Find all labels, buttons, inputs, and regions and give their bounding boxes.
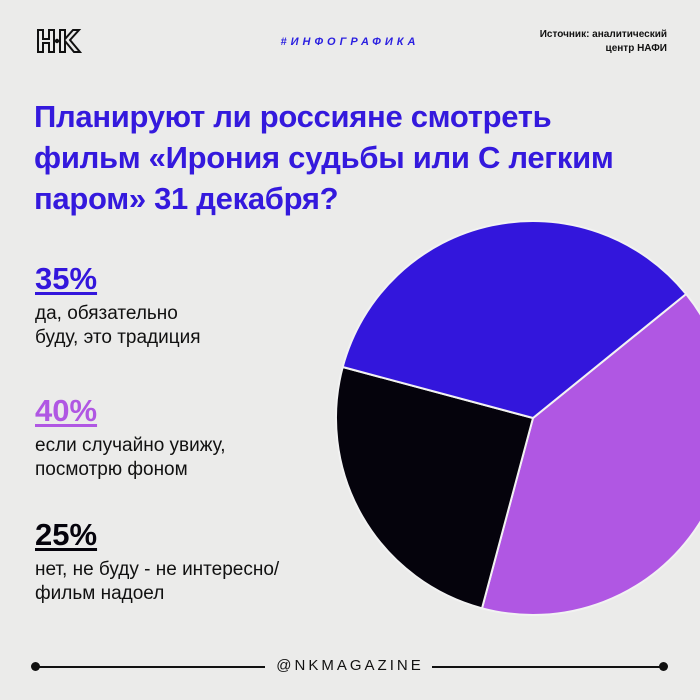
legend-label: если случайно увижу, посмотрю фоном (35, 435, 226, 480)
footer-handle: @NKMAGAZINE (276, 657, 424, 674)
legend-label: да, обязательно буду, это традиция (35, 303, 201, 348)
page-title: Планируют ли россияне смотреть фильм «Ир… (34, 99, 614, 216)
source-note: Источник: аналитический центр НАФИ (540, 28, 667, 56)
footer-dot-right (659, 662, 668, 671)
pie-slice-35pct (341, 220, 688, 420)
infographic-tag: #ИНФОГРАФИКА (280, 36, 420, 48)
source-line-2: центр НАФИ (605, 43, 667, 54)
pie-slice-40pct (480, 292, 700, 616)
legend-label: нет, не буду - не интересно/ фильм надое… (35, 559, 280, 604)
legend-item-no: 25% нет, не буду - не интересно/ фильм н… (35, 518, 279, 606)
nk-logo (37, 29, 82, 53)
pie-slice-25pct (335, 365, 535, 610)
footer-divider-right (432, 666, 664, 668)
legend-item-yes: 35% да, обязательно буду, это традиция (35, 262, 201, 350)
legend-item-maybe: 40% если случайно увижу, посмотрю фоном (35, 394, 226, 482)
footer-divider-left (35, 666, 265, 668)
source-line-1: Источник: аналитический (539, 29, 667, 40)
legend-value: 40% (35, 393, 98, 428)
legend-value: 35% (35, 261, 98, 296)
legend-value: 25% (35, 517, 98, 552)
